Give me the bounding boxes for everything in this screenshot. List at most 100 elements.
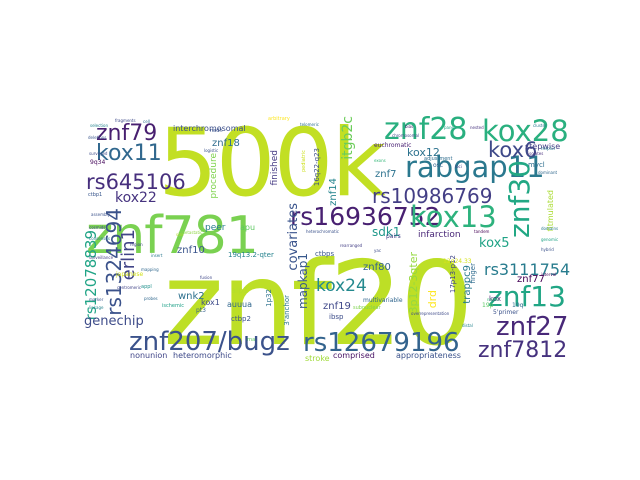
word-euchromatic: euchromatic [374, 142, 412, 149]
word-comprised: comprised [333, 351, 375, 360]
word-nested: nested [470, 125, 484, 130]
word-nodes: nodes [487, 297, 500, 302]
word-rs16936752: rs16936752 [290, 202, 441, 231]
word-osc: osc [433, 162, 444, 169]
word-surveillance: surveillance [89, 255, 114, 260]
word-adjustment: adjustment [424, 156, 453, 162]
word-linkage: linkage [89, 305, 104, 310]
word-znf10: znf10 [177, 245, 205, 256]
word-infarction: infarction [418, 230, 461, 240]
word-heteromorphic: heteromorphic [173, 351, 232, 360]
word-rabgap11: rabgap11 [405, 150, 545, 184]
word-kox12: kox12 [407, 146, 440, 159]
word-znf7: znf7 [375, 169, 397, 180]
word-alp1: alp1 [231, 286, 249, 295]
word-znf27: znf27 [496, 312, 569, 342]
word-19q: 19q [512, 302, 524, 309]
word-rs12679196: rs12679196 [303, 328, 460, 358]
word-fragments: fragments [115, 118, 136, 123]
word-wnk2: wnk2 [178, 291, 205, 302]
word-region: region [130, 242, 143, 247]
word-deletions: deletions [88, 135, 107, 140]
word-9q34: 9q34 [90, 159, 106, 166]
word-znf20: znf20 [163, 237, 474, 372]
word-kox6: kox6 [488, 138, 538, 162]
word-yac: yac [374, 248, 382, 253]
word-isolates: isolates [528, 151, 544, 156]
word-loci: loci [455, 164, 462, 169]
word-appl: appl [141, 284, 152, 290]
word-cell: cell [143, 119, 150, 124]
word-19p: 19p [482, 302, 494, 309]
word-stepwise: stepwise [525, 142, 561, 151]
word-apu: apu [240, 223, 256, 232]
word-12q24-33: 12q24.33 [443, 258, 472, 265]
word-cosmids: cosmids [89, 225, 106, 230]
word-drd: drd [426, 290, 439, 309]
word-panel: panel [444, 125, 456, 130]
word-znf80: znf80 [363, 262, 391, 273]
word-size: size [176, 232, 184, 237]
word-pt3: pt3 [196, 307, 206, 314]
word-pairs: pairs [386, 233, 401, 240]
word-procedure: procedure [209, 153, 219, 199]
word-exons: exons [374, 158, 386, 163]
word-auuua: auuua [227, 300, 253, 309]
word-pediatric: pediatric [301, 150, 307, 173]
word-stroke: stroke [305, 354, 330, 363]
word-rs10986769: rs10986769 [372, 184, 493, 208]
word-znf13: znf13 [488, 280, 566, 313]
word-nadh: nadh [210, 128, 223, 134]
word-finger: finger [469, 263, 477, 284]
word-appropriateness: appropriateness [396, 351, 461, 360]
word-znf18: znf18 [212, 138, 240, 149]
word-1p32: 1p32 [265, 289, 273, 307]
word-telomeric: telomeric [300, 122, 319, 127]
word-ctbps: ctbps [315, 250, 335, 258]
word-marker: marker [89, 297, 104, 302]
word-insert: insert [151, 253, 163, 258]
word-bias: bias [405, 124, 414, 129]
word-ischemic: ischemic [162, 303, 184, 309]
word-metastatic: metastatic [181, 230, 203, 235]
word-znf14: znf14 [328, 178, 339, 206]
word-znf207-bugz: znf207/bugz [129, 327, 290, 357]
word-kox22: kox22 [115, 190, 157, 206]
word-mapping: mapping [141, 267, 159, 272]
word-cluster: cluster [533, 123, 547, 128]
word-tandem: tandem [474, 229, 490, 234]
word-nonunion: nonunion [130, 351, 168, 360]
word-3-anchor: 3'anchor [283, 295, 291, 326]
word-znf19: znf19 [323, 301, 351, 312]
word-helpful: helpful [541, 146, 555, 151]
word-finished: finished [270, 150, 280, 186]
word-rearranged: rearranged [340, 243, 363, 248]
word-znf781: znf781 [86, 206, 259, 266]
word-selection: selection [90, 123, 108, 128]
word-probes: probes [144, 296, 158, 301]
word-arbitrary: arbitrary [268, 116, 290, 122]
word-interval: interval [541, 272, 557, 277]
word-genomic: genomic [541, 237, 559, 242]
word-kox5: kox5 [479, 236, 510, 251]
word-rna: rna [247, 337, 256, 343]
word-japanese: japanese [116, 271, 144, 278]
word-ctbp1: ctbp1 [88, 192, 103, 198]
word-chromosomal: chromosomal [392, 133, 420, 138]
word-19q13-2-qter: 19q13.2-qter [228, 251, 274, 259]
word-znf30: znf30 [503, 160, 536, 238]
word-assembly: assembly [91, 212, 110, 217]
word-3p12-3qter: 3p12-3qter [407, 252, 420, 314]
word-sdk1: sdk1 [372, 225, 401, 239]
word-znf79: znf79 [96, 121, 158, 146]
word-mycl: mycl [528, 161, 545, 169]
word-domains: domains [541, 226, 559, 231]
word-genechip: genechip [84, 314, 144, 329]
word-peer: peer [205, 223, 226, 233]
word-dominant: dominant [538, 170, 558, 175]
word-16q22-q23: 16q22-q23 [313, 148, 321, 187]
word-consensus: consensus [89, 236, 110, 241]
word-multivariable: multivariable [363, 297, 403, 304]
word-fusion: fusion [200, 275, 213, 280]
